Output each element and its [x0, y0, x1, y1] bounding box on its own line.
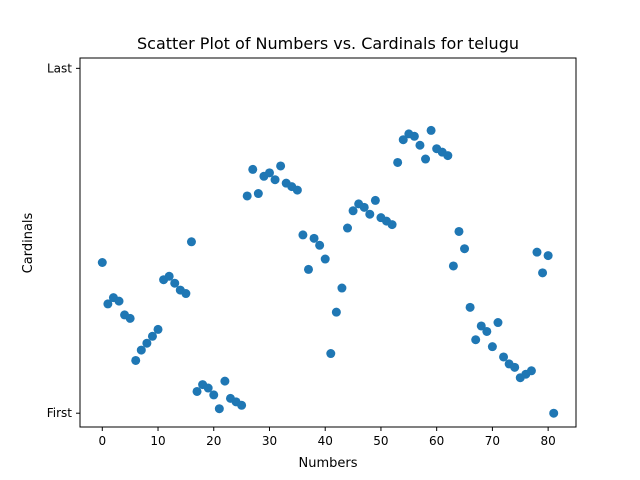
data-point — [326, 349, 336, 359]
data-point — [448, 261, 458, 271]
data-point — [298, 230, 308, 240]
y-tick-label: First — [47, 406, 73, 420]
data-point — [186, 237, 196, 247]
data-point — [153, 324, 163, 334]
data-point — [460, 244, 470, 254]
data-point — [409, 131, 419, 141]
data-point — [309, 233, 319, 243]
data-point — [164, 271, 174, 281]
data-point — [136, 345, 146, 355]
data-point — [125, 313, 135, 323]
data-point — [214, 404, 224, 414]
data-point — [532, 247, 542, 257]
data-point — [398, 135, 408, 145]
data-point — [248, 164, 258, 174]
chart-title: Scatter Plot of Numbers vs. Cardinals fo… — [137, 34, 519, 53]
data-point — [242, 191, 252, 201]
data-point — [253, 189, 263, 199]
x-tick-label: 0 — [98, 434, 106, 448]
data-point — [443, 151, 453, 161]
data-point — [393, 157, 403, 167]
data-point — [493, 318, 503, 328]
data-point — [343, 223, 353, 233]
data-point — [270, 175, 280, 185]
x-tick-label: 30 — [262, 434, 277, 448]
data-point — [276, 161, 286, 171]
data-point — [526, 366, 536, 376]
data-point — [292, 185, 302, 195]
x-tick-label: 60 — [429, 434, 444, 448]
data-point — [471, 335, 481, 345]
data-point — [114, 296, 124, 306]
data-point — [264, 168, 274, 178]
data-point — [476, 321, 486, 331]
data-point — [482, 326, 492, 336]
y-axis: First Last — [47, 61, 80, 420]
data-point — [487, 342, 497, 352]
data-point — [320, 254, 330, 264]
data-point — [203, 383, 213, 393]
data-point — [315, 240, 325, 250]
data-point — [549, 408, 559, 418]
x-axis-label: Numbers — [299, 456, 358, 471]
x-axis: 0 10 20 30 40 50 60 70 80 — [98, 427, 556, 448]
data-point — [170, 278, 180, 288]
data-point — [103, 299, 113, 309]
data-point — [370, 195, 380, 205]
x-tick-label: 10 — [150, 434, 165, 448]
data-point — [331, 307, 341, 317]
data-point — [97, 258, 107, 267]
data-points — [97, 125, 559, 418]
data-point — [543, 251, 553, 261]
data-point — [237, 400, 247, 410]
x-tick-label: 50 — [373, 434, 388, 448]
data-point — [415, 140, 425, 150]
data-point — [359, 202, 369, 212]
x-tick-label: 80 — [540, 434, 555, 448]
data-point — [181, 289, 191, 299]
data-point — [465, 302, 475, 312]
data-point — [421, 154, 431, 164]
data-point — [387, 220, 397, 230]
data-point — [365, 209, 375, 219]
data-point — [348, 206, 358, 216]
plot-frame — [79, 57, 577, 428]
data-point — [131, 355, 141, 365]
data-point — [209, 390, 219, 400]
data-point — [426, 125, 436, 135]
data-point — [538, 268, 548, 278]
data-point — [454, 226, 464, 236]
data-point — [499, 352, 509, 362]
x-tick-label: 40 — [318, 434, 333, 448]
x-tick-label: 70 — [485, 434, 500, 448]
data-point — [147, 331, 157, 341]
data-point — [142, 338, 152, 348]
data-point — [220, 376, 230, 386]
data-point — [303, 264, 313, 274]
data-point — [192, 386, 202, 396]
data-point — [337, 283, 347, 293]
x-tick-label: 20 — [206, 434, 221, 448]
y-tick-label: Last — [47, 61, 72, 75]
y-axis-label: Cardinals — [21, 212, 36, 273]
data-point — [510, 362, 520, 372]
